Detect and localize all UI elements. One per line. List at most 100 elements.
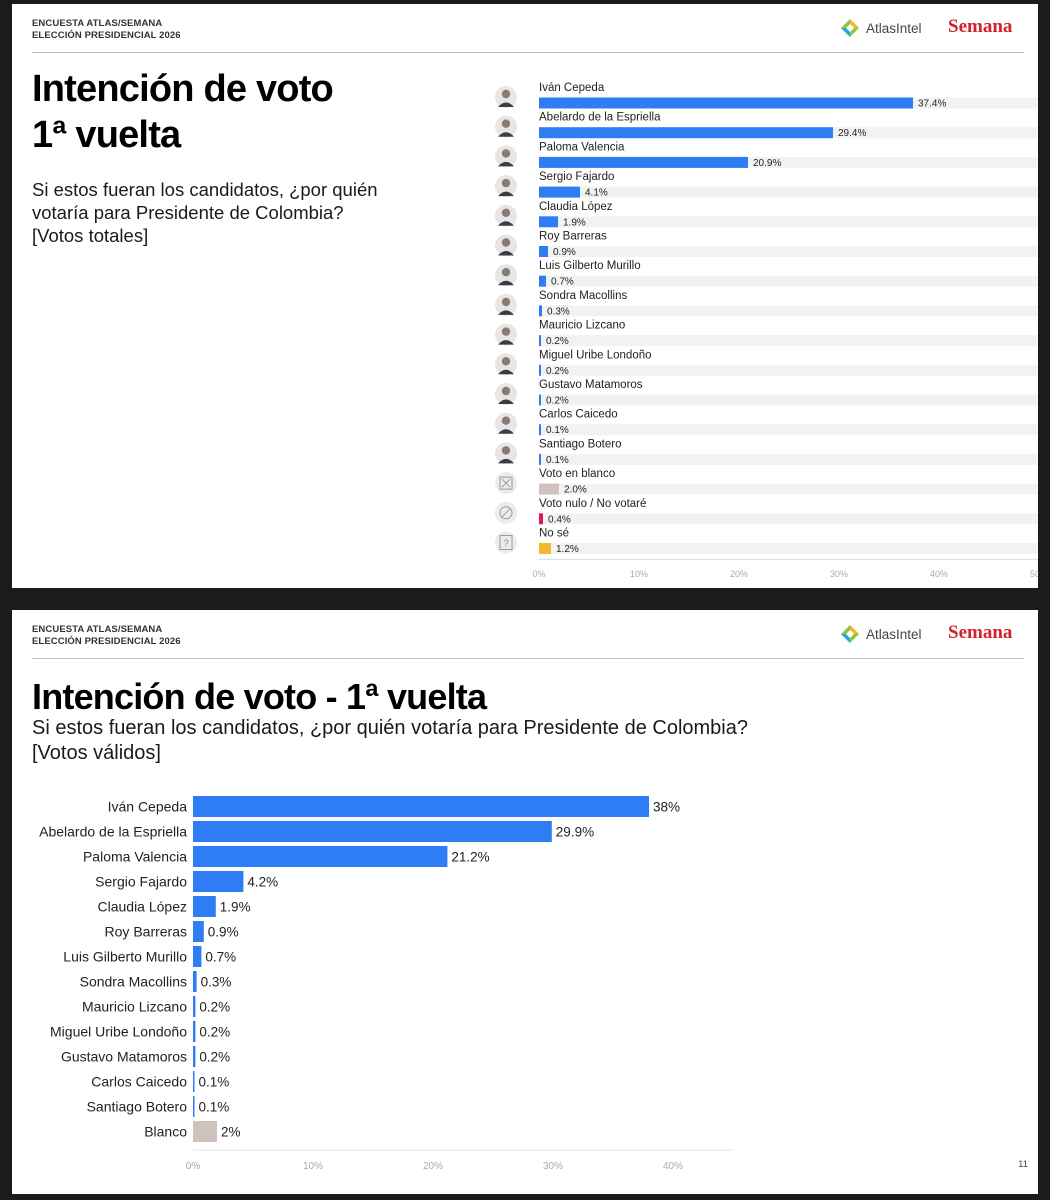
bar bbox=[193, 946, 202, 967]
bar bbox=[193, 1021, 196, 1042]
value-label: 0.4% bbox=[548, 514, 571, 525]
chart-row: Claudia López 1.9% bbox=[495, 201, 1038, 228]
value-label: 4.1% bbox=[585, 188, 608, 199]
poll-slide-total-votes: ENCUESTA ATLAS/SEMANA ELECCIÓN PRESIDENC… bbox=[12, 4, 1038, 588]
bar-track bbox=[539, 246, 1038, 257]
chart-row: Miguel Uribe Londoño 0.2% bbox=[50, 1021, 230, 1042]
poll-question-line1: Si estos fueran los candidatos, ¿por qui… bbox=[32, 179, 378, 200]
candidate-name: Blanco bbox=[144, 1124, 187, 1140]
chart-row: Luis Gilberto Murillo 0.7% bbox=[63, 946, 236, 967]
avatar-body-icon bbox=[498, 310, 514, 315]
bar bbox=[539, 216, 558, 228]
value-label: 4.2% bbox=[247, 875, 278, 890]
avatar-head-icon bbox=[501, 416, 511, 425]
atlasintel-logo: AtlasIntel bbox=[840, 624, 922, 644]
candidate-name: Iván Cepeda bbox=[108, 799, 188, 815]
x-tick-label: 50% bbox=[1030, 569, 1038, 579]
chart-row: Paloma Valencia 21.2% bbox=[83, 846, 490, 867]
value-label: 0.1% bbox=[199, 1100, 230, 1115]
x-tick-label: 20% bbox=[730, 569, 748, 579]
x-tick-label: 10% bbox=[303, 1161, 323, 1172]
value-label: 2% bbox=[221, 1125, 241, 1140]
candidate-name: Miguel Uribe Londoño bbox=[539, 349, 652, 361]
avatar-body-icon bbox=[498, 161, 514, 167]
value-label: 0.2% bbox=[199, 1050, 230, 1065]
value-label: 0.2% bbox=[199, 1025, 230, 1040]
candidate-name: Paloma Valencia bbox=[539, 141, 625, 153]
vote-intention-chart-total: Iván Cepeda 37.4% Abelardo de la Espriella… bbox=[495, 82, 1038, 579]
candidate-name: Voto en blanco bbox=[539, 468, 615, 480]
value-label: 0.9% bbox=[208, 925, 239, 940]
value-label: 0.7% bbox=[205, 950, 236, 965]
avatar-head-icon bbox=[501, 89, 511, 99]
bar bbox=[539, 246, 548, 257]
chart-row: Sondra Macollins 0.3% bbox=[495, 290, 1038, 317]
candidate-name: Abelardo de la Espriella bbox=[539, 112, 661, 124]
chart-row: Carlos Caicedo 0.1% bbox=[91, 1071, 229, 1092]
header-divider bbox=[32, 52, 1024, 53]
chart-row: ? No sé 1.2% bbox=[495, 528, 1038, 555]
value-label: 0.9% bbox=[553, 247, 576, 258]
avatar-body-icon bbox=[498, 102, 514, 107]
chart-row: Iván Cepeda 38% bbox=[108, 796, 680, 817]
semana-logo: Semana bbox=[948, 16, 1013, 37]
bar bbox=[193, 921, 204, 942]
candidate-name: Paloma Valencia bbox=[83, 849, 187, 865]
value-label: 0.1% bbox=[199, 1075, 230, 1090]
x-tick-label: 30% bbox=[543, 1161, 563, 1172]
bar-track bbox=[539, 335, 1038, 347]
avatar-body-icon bbox=[498, 429, 514, 434]
header-divider bbox=[32, 658, 1024, 659]
bar bbox=[539, 483, 559, 495]
bar bbox=[539, 424, 541, 436]
candidate-name: Roy Barreras bbox=[539, 231, 607, 243]
chart-row: Blanco 2% bbox=[144, 1121, 241, 1142]
avatar-body-icon bbox=[498, 369, 514, 375]
bar-track bbox=[539, 156, 1038, 168]
chart-row: Mauricio Lizcano 0.2% bbox=[82, 996, 230, 1017]
survey-label-line1: ENCUESTA ATLAS/SEMANA bbox=[32, 624, 163, 635]
value-label: 0.2% bbox=[546, 366, 569, 377]
avatar-head-icon bbox=[501, 238, 511, 247]
value-label: 20.9% bbox=[753, 158, 781, 169]
avatar-body-icon bbox=[498, 221, 514, 226]
slide-title-line2: 1ª vuelta bbox=[32, 114, 181, 156]
bar-track bbox=[539, 424, 1038, 436]
bar-track bbox=[539, 543, 1038, 554]
chart-row: Voto nulo / No votaré 0.4% bbox=[495, 498, 1038, 525]
bar bbox=[539, 335, 541, 347]
chart-row: Claudia López 1.9% bbox=[97, 896, 251, 917]
bar-track bbox=[539, 216, 1038, 228]
poll-question-line2: votaría para Presidente de Colombia? bbox=[32, 202, 344, 223]
poll-question-line3: [Votos totales] bbox=[32, 225, 149, 246]
chart-row: Sondra Macollins 0.3% bbox=[80, 971, 232, 992]
bar-track bbox=[539, 394, 1038, 406]
candidate-name: Voto nulo / No votaré bbox=[539, 498, 646, 510]
candidate-name: Carlos Caicedo bbox=[91, 1074, 187, 1090]
avatar-head-icon bbox=[501, 178, 511, 188]
bar-track bbox=[539, 483, 1038, 495]
x-tick-label: 10% bbox=[630, 569, 648, 579]
slide-title-line1: Intención de voto bbox=[32, 68, 334, 110]
avatar-head-icon bbox=[501, 119, 511, 128]
x-tick-label: 30% bbox=[830, 569, 848, 579]
chart-row: Gustavo Matamoros 0.2% bbox=[495, 379, 1038, 407]
poll-question-line1: Si estos fueran los candidatos, ¿por qui… bbox=[32, 717, 748, 739]
atlasintel-diamond-icon bbox=[841, 19, 859, 37]
chart-row: Voto en blanco 2.0% bbox=[495, 468, 1038, 496]
chart-row: Miguel Uribe Londoño 0.2% bbox=[495, 349, 1038, 377]
avatar-body-icon bbox=[498, 399, 514, 404]
bar bbox=[539, 186, 580, 198]
bar bbox=[193, 971, 197, 992]
candidate-name: Roy Barreras bbox=[105, 924, 187, 940]
candidate-name: Gustavo Matamoros bbox=[539, 379, 643, 391]
x-tick-label: 40% bbox=[930, 569, 948, 579]
value-label: 0.3% bbox=[201, 975, 232, 990]
x-tick-label: 40% bbox=[663, 1161, 683, 1172]
chart-row: Santiago Botero 0.1% bbox=[495, 438, 1038, 466]
candidate-name: Santiago Botero bbox=[539, 438, 621, 450]
bar bbox=[193, 796, 649, 817]
value-label: 0.7% bbox=[551, 277, 574, 288]
bar-track bbox=[539, 453, 1038, 465]
avatar-head-icon bbox=[501, 149, 511, 158]
